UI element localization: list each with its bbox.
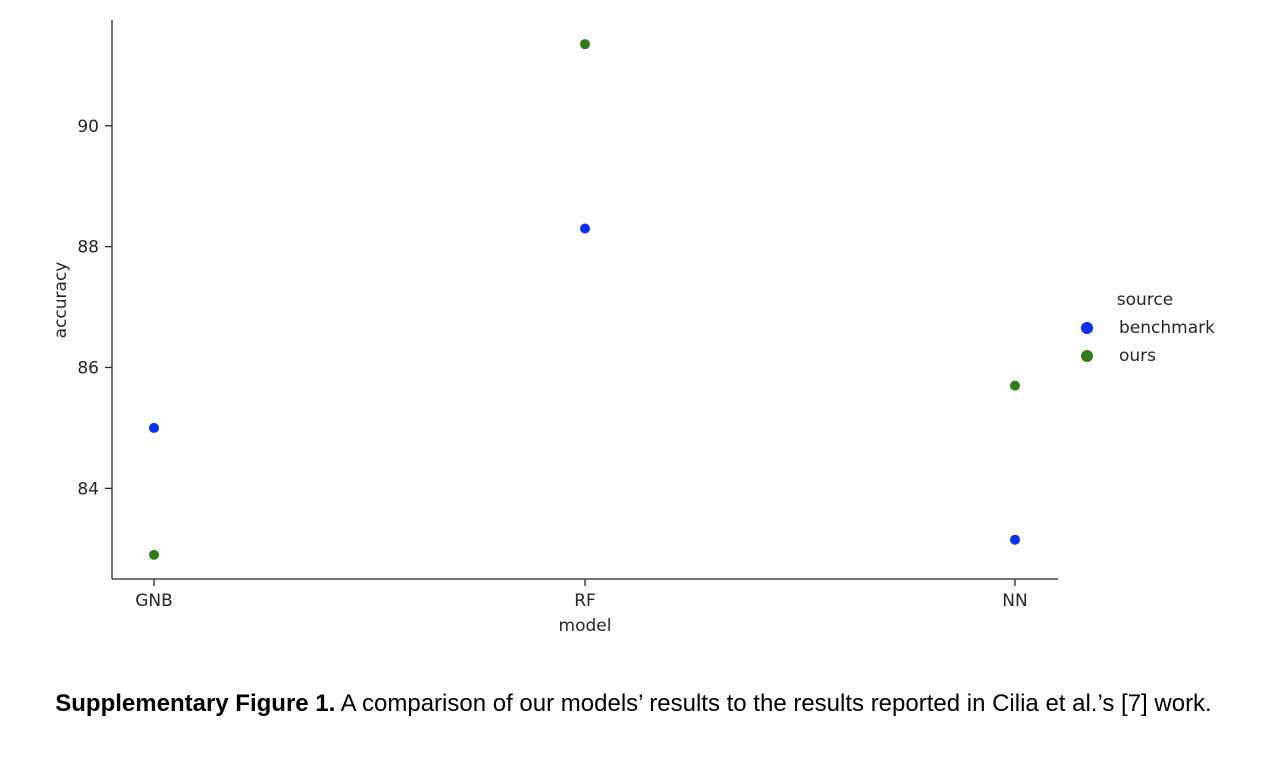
- figure-caption: Supplementary Figure 1. A comparison of …: [0, 688, 1267, 720]
- point-benchmark-rf: [580, 223, 590, 234]
- legend-label-ours: ours: [1119, 346, 1156, 366]
- legend-marker-ours: [1081, 350, 1093, 362]
- x-ticks: GNB RF NN: [135, 579, 1028, 611]
- y-ticks: 84 86 88 90: [77, 117, 112, 499]
- legend-title: source: [1117, 290, 1173, 310]
- point-ours-rf: [580, 39, 590, 50]
- y-axis: 84 86 88 90 accuracy: [51, 20, 113, 579]
- y-tick-label: 90: [77, 117, 99, 137]
- point-benchmark-gnb: [149, 422, 159, 433]
- x-tick-label: RF: [574, 591, 596, 611]
- y-tick-label: 84: [77, 479, 99, 499]
- legend-label-benchmark: benchmark: [1119, 318, 1215, 338]
- y-tick-label: 88: [77, 238, 99, 258]
- point-ours-nn: [1010, 380, 1020, 391]
- scatter-chart: 84 86 88 90 accuracy GNB RF NN model source b…: [51, 20, 1215, 636]
- point-ours-gnb: [149, 549, 159, 560]
- x-axis-label: model: [559, 616, 612, 636]
- x-tick-label: GNB: [135, 591, 173, 611]
- y-tick-label: 86: [77, 358, 99, 378]
- caption-text: A comparison of our models’ results to t…: [335, 690, 1212, 717]
- point-benchmark-nn: [1010, 534, 1020, 545]
- y-axis-label: accuracy: [51, 262, 71, 339]
- caption-label: Supplementary Figure 1.: [55, 690, 336, 717]
- data-points: [149, 39, 1020, 560]
- x-tick-label: NN: [1002, 591, 1027, 611]
- legend: source benchmark ours: [1081, 290, 1215, 366]
- x-axis: GNB RF NN model: [112, 578, 1058, 636]
- legend-marker-benchmark: [1081, 322, 1093, 334]
